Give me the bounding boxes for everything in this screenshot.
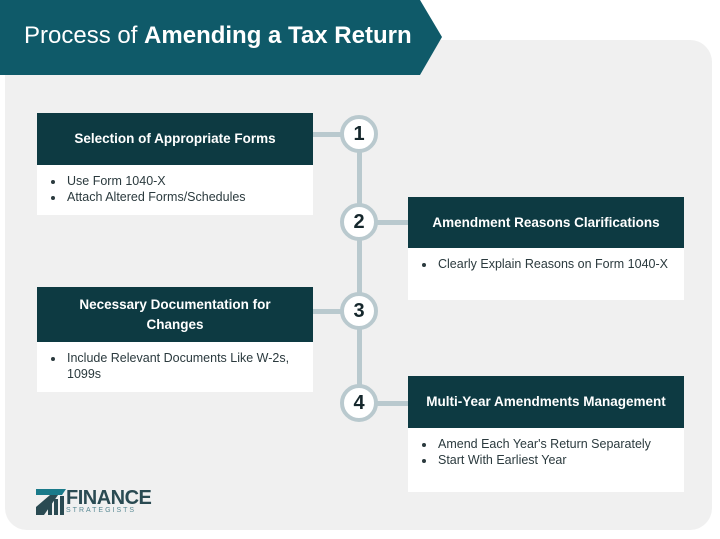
step-heading: Selection of Appropriate Forms [37,113,313,165]
title-bold: Amending a Tax Return [144,22,412,49]
bullet: Clearly Explain Reasons on Form 1040-X [436,256,670,272]
logo-mark-icon [36,489,66,515]
page-title: Process of Amending a Tax Return [24,22,412,50]
step-number-1: 1 [340,115,378,153]
finance-strategists-logo: FINANCE STRATEGISTS [36,486,152,515]
bullet: Attach Altered Forms/Schedules [65,189,299,205]
connector [365,220,409,225]
step-number-2: 2 [340,203,378,241]
step-card-1: Selection of Appropriate Forms Use Form … [37,113,313,215]
logo-subtext: STRATEGISTS [66,506,137,514]
step-card-3: Necessary Documentation for Changes Incl… [37,287,313,392]
title-regular: Process of [24,22,145,49]
connector [365,401,409,406]
step-heading: Necessary Documentation for Changes [37,287,313,342]
connector [312,309,352,314]
logo-text: FINANCE [66,486,152,509]
step-card-4: Multi-Year Amendments Management Amend E… [408,376,684,492]
bullet: Include Relevant Documents Like W-2s, 10… [65,350,299,382]
timeline-line [357,134,362,404]
step-heading: Amendment Reasons Clarifications [408,197,684,248]
bullet: Amend Each Year's Return Separately [436,436,670,452]
step-heading: Multi-Year Amendments Management [408,376,684,428]
step-number-3: 3 [340,292,378,330]
title-banner [0,0,442,75]
connector [312,132,352,137]
step-card-2: Amendment Reasons Clarifications Clearly… [408,197,684,300]
bullet: Use Form 1040-X [65,173,299,189]
bullet: Start With Earliest Year [436,452,670,468]
step-number-4: 4 [340,384,378,422]
